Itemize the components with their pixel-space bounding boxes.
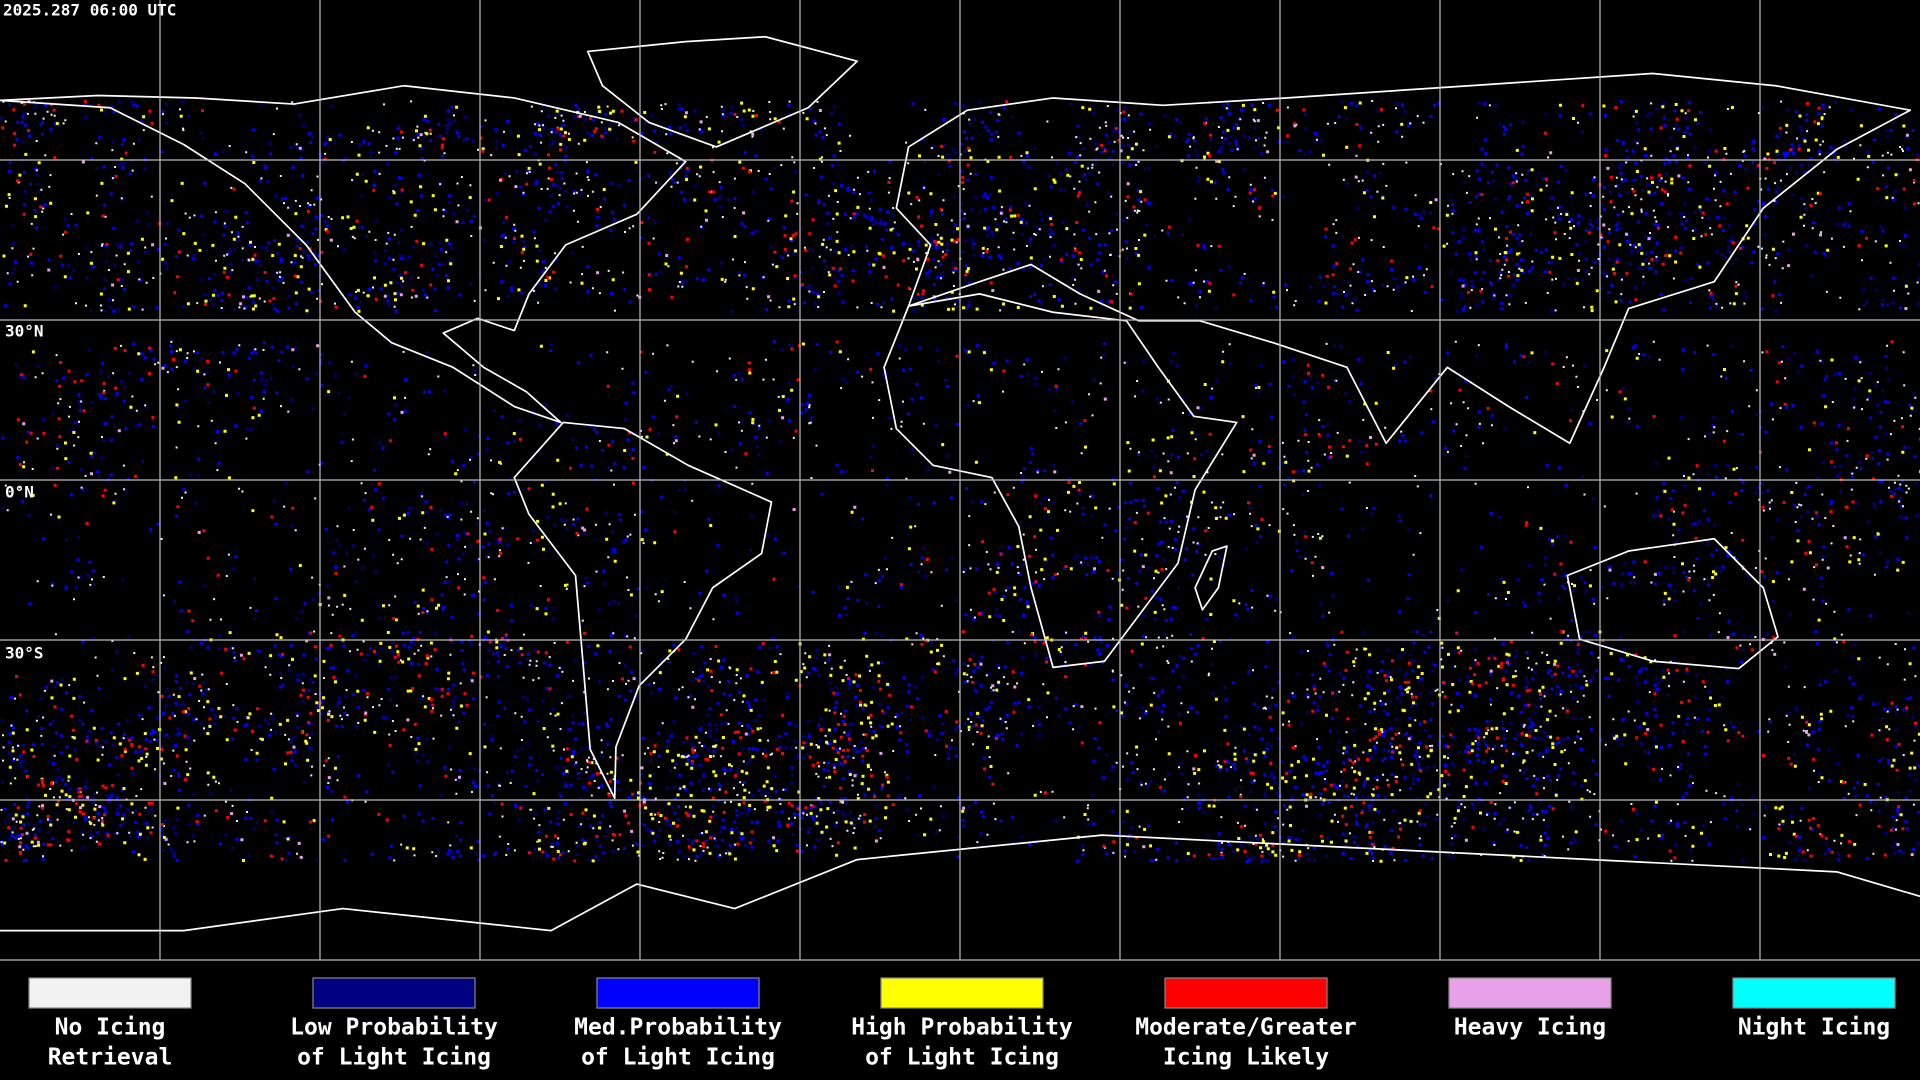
legend-label: Night Icing <box>1738 1015 1890 1041</box>
latitude-label: 30°N <box>5 322 44 341</box>
legend-label: Moderate/Greater <box>1135 1015 1357 1041</box>
legend: No Icing Retrieval Low Probability of Light… <box>28 977 1896 1071</box>
legend-swatch <box>880 977 1044 1009</box>
legend-swatch <box>1164 977 1328 1009</box>
legend-label: Med.Probability <box>574 1015 782 1041</box>
latitude-label: 0°N <box>5 483 34 502</box>
coastline-australia <box>1566 537 1779 670</box>
legend-swatch <box>312 977 476 1009</box>
legend-swatch <box>596 977 760 1009</box>
coastline-south-america <box>513 421 773 800</box>
latitude-label: 30°S <box>5 644 44 663</box>
legend-label: of Light Icing <box>297 1045 491 1071</box>
legend-label: No Icing <box>55 1015 166 1041</box>
coastline-greenland <box>586 35 859 148</box>
legend-label: Icing Likely <box>1163 1045 1329 1071</box>
graticule <box>0 0 1920 960</box>
legend-swatch <box>28 977 192 1009</box>
legend-swatch <box>1448 977 1612 1009</box>
legend-label: Heavy Icing <box>1454 1015 1606 1041</box>
legend-swatch <box>1732 977 1896 1009</box>
legend-label: Retrieval <box>48 1045 173 1071</box>
coastline-north-america <box>0 84 687 424</box>
legend-label: of Light Icing <box>581 1045 775 1071</box>
coastline-africa <box>883 293 1238 669</box>
timestamp: 2025.287 06:00 UTC <box>3 1 176 20</box>
legend-label: Low Probability <box>290 1015 498 1041</box>
coastline-madagascar <box>1194 545 1228 611</box>
legend-label: High Probability <box>851 1015 1073 1041</box>
legend-label: of Light Icing <box>865 1045 1059 1071</box>
coastlines <box>0 35 1920 932</box>
coastline-eurasia <box>895 72 1912 445</box>
coastline-antarctica <box>0 834 1920 932</box>
